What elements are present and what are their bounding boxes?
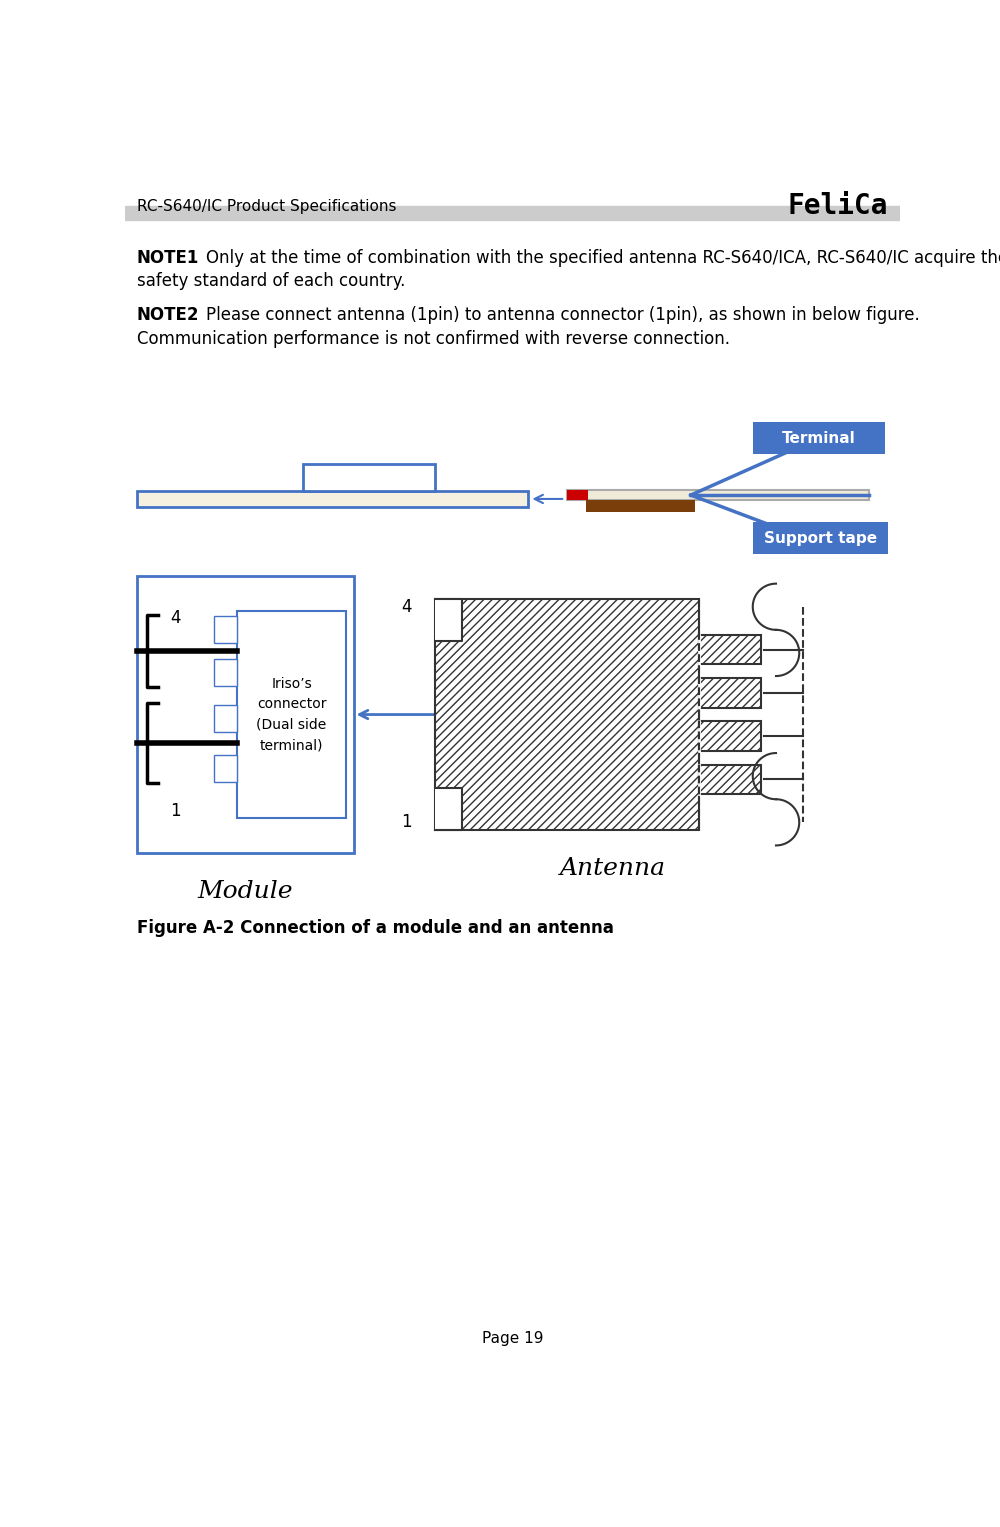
Bar bbox=[125, 206, 900, 220]
Text: Figure A-2 Connection of a module and an antenna: Figure A-2 Connection of a module and an… bbox=[137, 919, 614, 936]
Text: Please connect antenna (1pin) to antenna connector (1pin), as shown in below fig: Please connect antenna (1pin) to antenna… bbox=[206, 307, 920, 324]
Bar bbox=[303, 464, 435, 492]
Bar bbox=[435, 599, 462, 641]
Text: 4: 4 bbox=[401, 597, 412, 615]
Text: Communication performance is not confirmed with reverse connection.: Communication performance is not confirm… bbox=[137, 330, 730, 348]
Text: Support tape: Support tape bbox=[764, 531, 877, 545]
Bar bbox=[214, 705, 237, 731]
Text: Antenna: Antenna bbox=[560, 857, 666, 880]
Bar bbox=[137, 492, 528, 507]
Bar bbox=[214, 658, 237, 686]
Bar bbox=[586, 499, 695, 512]
Text: Terminal: Terminal bbox=[782, 431, 856, 446]
Text: RC-S640/IC Product Specifications: RC-S640/IC Product Specifications bbox=[137, 199, 396, 214]
Text: 1: 1 bbox=[170, 802, 181, 820]
Text: FeliCa: FeliCa bbox=[788, 192, 888, 220]
Bar bbox=[137, 576, 354, 854]
Text: Module: Module bbox=[197, 880, 293, 902]
Bar bbox=[698, 635, 761, 664]
Text: NOTE1: NOTE1 bbox=[137, 249, 199, 267]
Text: Only at the time of combination with the specified antenna RC-S640/ICA, RC-S640/: Only at the time of combination with the… bbox=[206, 249, 1000, 267]
Bar bbox=[435, 788, 462, 831]
Text: NOTE2: NOTE2 bbox=[137, 307, 199, 324]
Text: 4: 4 bbox=[170, 609, 181, 628]
Bar bbox=[567, 490, 588, 499]
Bar bbox=[214, 617, 237, 643]
Bar bbox=[214, 754, 237, 782]
Bar bbox=[567, 490, 869, 499]
Bar bbox=[435, 599, 698, 831]
Bar bbox=[698, 721, 761, 751]
Bar bbox=[237, 611, 346, 818]
Text: Page 19: Page 19 bbox=[482, 1330, 543, 1345]
Bar bbox=[753, 522, 888, 554]
Bar bbox=[698, 765, 761, 794]
Text: 1: 1 bbox=[401, 814, 412, 831]
Text: Iriso’s
connector
(Dual side
terminal): Iriso’s connector (Dual side terminal) bbox=[256, 676, 327, 753]
Text: safety standard of each country.: safety standard of each country. bbox=[137, 272, 405, 290]
Bar bbox=[698, 678, 761, 707]
Bar bbox=[753, 421, 885, 454]
